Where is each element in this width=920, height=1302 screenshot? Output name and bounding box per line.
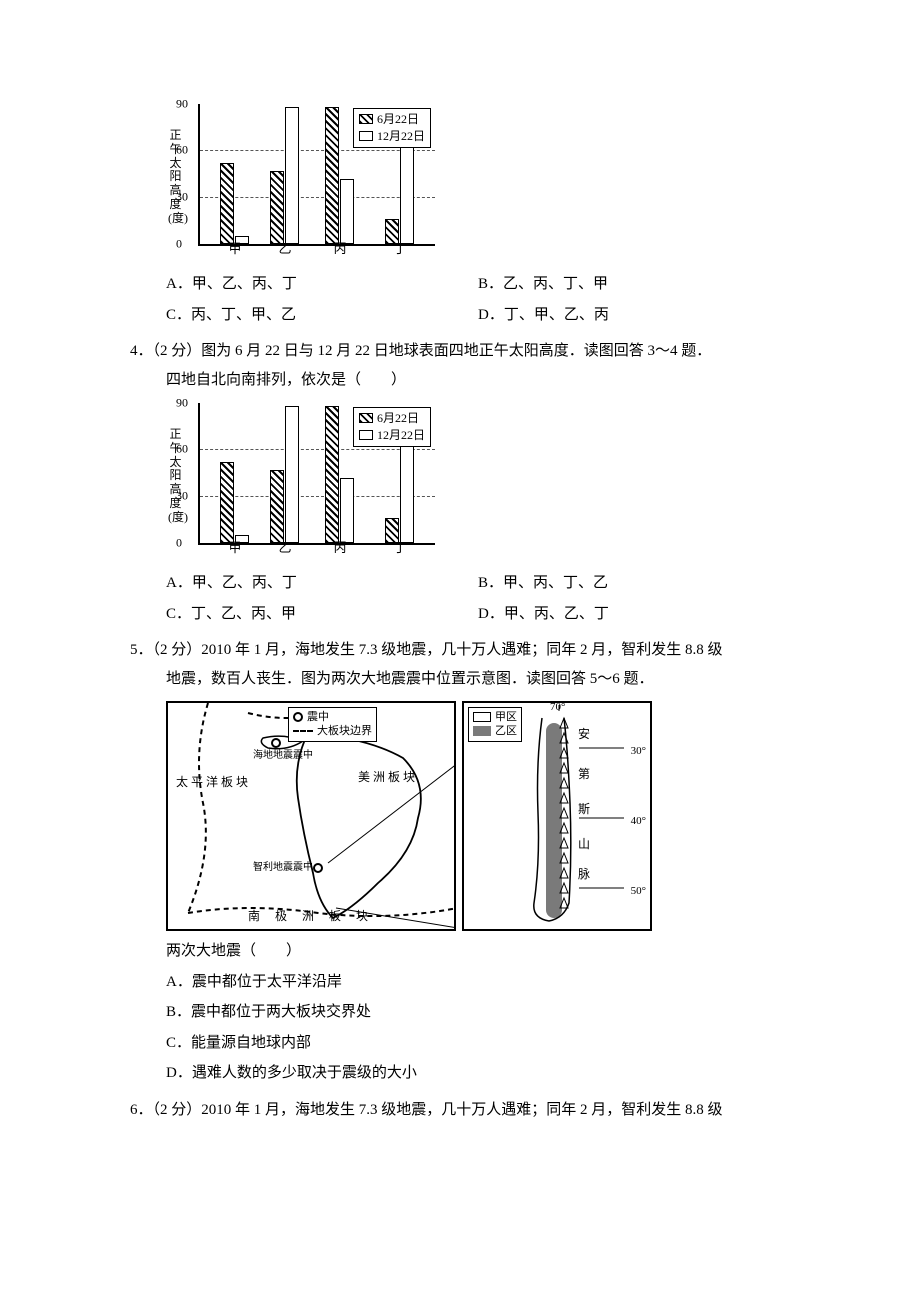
map-lat-30: 30° <box>631 741 646 762</box>
chart2-tick-60: 60 <box>176 438 188 461</box>
chart2-tick-30: 30 <box>176 485 188 508</box>
q5-option-d: D．遇难人数的多少取决于震级的大小 <box>130 1059 790 1088</box>
q5-option-a: A．震中都位于太平洋沿岸 <box>130 968 790 997</box>
legend-epicenter-icon <box>293 712 303 722</box>
map-lon-70: 70° <box>550 702 565 714</box>
q4-head-text: 4．（2 分）图为 6 月 22 日与 12 月 22 日地球表面四地正午太阳高… <box>130 337 790 366</box>
q4-option-d: D．甲、丙、乙、丁 <box>478 600 790 629</box>
chart1-xlabel-jia: 甲 <box>228 237 241 262</box>
chart2-tick-0: 0 <box>176 532 182 555</box>
legend-boundary-icon <box>293 730 313 732</box>
chart1-xlabel-ding: 丁 <box>393 237 406 262</box>
map-andes-2: 斯 <box>578 803 590 816</box>
map-right-svg <box>464 703 652 931</box>
q4-chart: 正午太阳高度(度) 90 60 30 0 甲 乙 丙 丁 6月22日 12月22… <box>166 398 446 563</box>
q4-option-c: C．丁、乙、丙、甲 <box>166 600 478 629</box>
legend-swatch-hollow <box>359 131 373 141</box>
chart2-tick-90: 90 <box>176 392 188 415</box>
q3-options-row2: C．丙、丁、甲、乙 D．丁、甲、乙、丙 <box>130 301 790 330</box>
q6-head-text: 6．（2 分）2010 年 1 月，海地发生 7.3 级地震，几十万人遇难；同年… <box>130 1096 790 1125</box>
chart1-tick-30: 30 <box>176 186 188 209</box>
chart1-tick-60: 60 <box>176 139 188 162</box>
q4-sub: 四地自北向南排列，依次是（ ） <box>130 366 790 395</box>
chart2-bar-jia-jun <box>220 462 234 543</box>
q5-option-b: B．震中都位于两大板块交界处 <box>130 998 790 1027</box>
map-label-pacific: 太 平 洋 板 块 <box>176 773 190 791</box>
q4-option-b: B．甲、丙、丁、乙 <box>478 569 790 598</box>
q4-options-row2: C．丁、乙、丙、甲 D．甲、丙、乙、丁 <box>130 600 790 629</box>
q3-chart: 正午太阳高度(度) 90 60 30 0 甲 乙 丙 丁 6月2 <box>166 99 446 264</box>
q3-option-a: A．甲、乙、丙、丁 <box>166 270 478 299</box>
q5-map: 震中 大板块边界 太 平 洋 板 块 美 洲 板 块 南 极 洲 板 块 海地地… <box>166 701 656 931</box>
chart1-bar-jia-jun <box>220 163 234 244</box>
map-andes-4: 脉 <box>578 868 590 881</box>
q4-options-row1: A．甲、乙、丙、丁 B．甲、丙、丁、乙 <box>130 569 790 598</box>
q5-sub: 两次大地震（ ） <box>130 937 790 966</box>
chart1-bar-bing-jun <box>325 107 339 244</box>
page: 正午太阳高度(度) 90 60 30 0 甲 乙 丙 丁 6月2 <box>0 0 920 1302</box>
chart2-legend-1: 12月22日 <box>377 427 425 444</box>
chart2-bar-bing-dec <box>340 478 354 543</box>
legend-boundary-label: 大板块边界 <box>317 724 372 738</box>
chart1-bar-ding-dec <box>400 146 414 244</box>
q5-head-text: 5．（2 分）2010 年 1 月，海地发生 7.3 级地震，几十万人遇难；同年… <box>130 636 790 665</box>
chart2-xlabel-yi: 乙 <box>278 536 291 561</box>
q6-head: 6．（2 分）2010 年 1 月，海地发生 7.3 级地震，几十万人遇难；同年… <box>130 1096 790 1125</box>
map-label-haiti: 海地地震震中 <box>253 751 313 762</box>
chart2-bar-yi-dec <box>285 406 299 543</box>
chart1-xlabel-bing: 丙 <box>333 237 346 262</box>
chart2-xlabel-jia: 甲 <box>228 536 241 561</box>
legend-swatch-hollow <box>359 430 373 440</box>
map-andes-3: 山 <box>578 838 590 851</box>
chart2-xlabel-ding: 丁 <box>393 536 406 561</box>
q3-option-d: D．丁、甲、乙、丙 <box>478 301 790 330</box>
chart2-legend-0: 6月22日 <box>377 410 419 427</box>
legend-swatch-hatched <box>359 413 373 423</box>
map-label-american: 美 洲 板 块 <box>358 768 372 786</box>
map-andes-1: 第 <box>578 768 590 781</box>
map-label-chile: 智利地震震中 <box>253 863 313 874</box>
chart1-tick-0: 0 <box>176 233 182 256</box>
map-lat-40: 40° <box>631 811 646 832</box>
map-right-panel: 甲区 乙区 <box>462 701 652 931</box>
q4-option-a: A．甲、乙、丙、丁 <box>166 569 478 598</box>
q5-head2: 地震，数百人丧生．图为两次大地震震中位置示意图．读图回答 5～6 题． <box>130 665 790 694</box>
chart1-tick-90: 90 <box>176 93 188 116</box>
chart2-xlabel-bing: 丙 <box>333 536 346 561</box>
legend-epicenter-label: 震中 <box>307 710 329 724</box>
chart2-bar-bing-jun <box>325 406 339 543</box>
q4-head: 4．（2 分）图为 6 月 22 日与 12 月 22 日地球表面四地正午太阳高… <box>130 337 790 366</box>
map-left-legend: 震中 大板块边界 <box>288 707 377 742</box>
map-left-panel: 震中 大板块边界 太 平 洋 板 块 美 洲 板 块 南 极 洲 板 块 海地地… <box>166 701 456 931</box>
chart1-bar-yi-dec <box>285 107 299 244</box>
chart2-bar-yi-jun <box>270 470 284 543</box>
chart1-legend-1: 12月22日 <box>377 128 425 145</box>
chart2-plot: 90 60 30 0 甲 乙 丙 丁 6月22日 12月22日 <box>198 403 435 545</box>
chart1-legend-0: 6月22日 <box>377 111 419 128</box>
q3-option-b: B．乙、丙、丁、甲 <box>478 270 790 299</box>
q3-option-c: C．丙、丁、甲、乙 <box>166 301 478 330</box>
map-lat-50: 50° <box>631 881 646 902</box>
q5-head: 5．（2 分）2010 年 1 月，海地发生 7.3 级地震，几十万人遇难；同年… <box>130 636 790 665</box>
chart1-plot: 90 60 30 0 甲 乙 丙 丁 6月22日 12月22日 <box>198 104 435 246</box>
q5-option-c: C．能量源自地球内部 <box>130 1029 790 1058</box>
q3-options-row1: A．甲、乙、丙、丁 B．乙、丙、丁、甲 <box>130 270 790 299</box>
map-andes-0: 安 <box>578 728 590 741</box>
chart2-bar-ding-dec <box>400 445 414 543</box>
chart1-bar-yi-jun <box>270 171 284 244</box>
chart1-bar-bing-dec <box>340 179 354 244</box>
chart1-xlabel-yi: 乙 <box>278 237 291 262</box>
chart2-legend: 6月22日 12月22日 <box>353 407 431 447</box>
legend-swatch-hatched <box>359 114 373 124</box>
chart1-legend: 6月22日 12月22日 <box>353 108 431 148</box>
map-label-antarctic: 南 极 洲 板 块 <box>248 910 374 923</box>
